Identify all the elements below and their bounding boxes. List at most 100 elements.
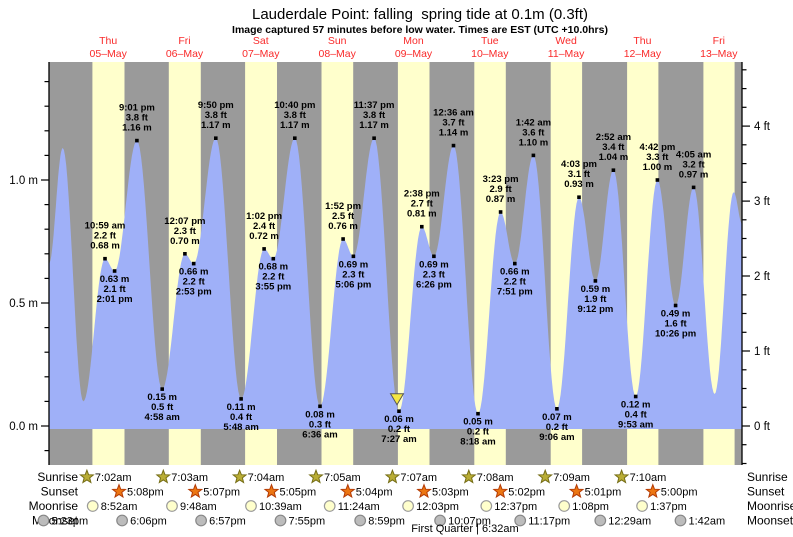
tide-point-dot (633, 394, 638, 399)
tide-label-line: 2.3 ft (174, 226, 197, 237)
chart-title: Lauderdale Point: falling spring tide at… (252, 6, 588, 23)
tide-point: 4:03 pm3.1 ft0.93 m (561, 159, 597, 199)
now-marker-triangle (389, 393, 405, 406)
tide-point: 0.05 m0.2 ft8:18 am (460, 411, 496, 448)
tide-point: 3:23 pm2.9 ft0.87 m (483, 174, 519, 214)
tide-label-line: 0.49 m (661, 309, 691, 320)
moonrise-circle-icon (480, 500, 493, 512)
tide-label-line: 0.12 m (621, 400, 651, 411)
tide-point-dot (135, 138, 139, 143)
sunrise-time: 7:02am (95, 472, 132, 484)
moonrise-time: 1:37pm (650, 501, 687, 513)
tide-label-line: 2.4 ft (253, 221, 276, 232)
tide-label-line: 0.87 m (486, 194, 516, 205)
tide-label-line: 0.68 m (259, 262, 289, 273)
tide-point: 2:38 pm2.7 ft0.81 m (404, 189, 440, 229)
tide-point-dot (341, 237, 345, 241)
tide-label-line: 1.17 m (201, 120, 231, 131)
moonset-circle-icon (514, 514, 527, 527)
right-axis-tick-label: 4 ft (754, 121, 771, 133)
tide-label-line: 3.8 ft (284, 110, 307, 121)
right-axis-tick-label: 3 ft (754, 196, 771, 208)
tide-label-line: 2.5 ft (332, 211, 355, 222)
sunrise-star-icon (384, 468, 401, 484)
moonset-time: 1:42am (689, 516, 726, 528)
astro-row-label-right-moonrise: Moonrise (747, 499, 793, 513)
moonrise-circle-icon (245, 500, 257, 512)
moonrise-time: 1:08pm (572, 501, 609, 513)
right-axis-tick-label: 0 ft (754, 421, 771, 433)
sunrise-time: 7:10am (630, 472, 667, 484)
tide-point-dot (293, 136, 297, 140)
tide-label-line: 5:48 am (223, 422, 258, 433)
tide-point-dot (420, 224, 424, 229)
astro-row-label-left-sunrise: Sunrise (37, 470, 78, 484)
tide-label-line: 2:01 pm (97, 294, 133, 305)
tide-label-line: 3.8 ft (126, 113, 149, 124)
tide-point-dot (577, 195, 581, 199)
tide-point: 0.11 m0.4 ft5:48 am (223, 397, 259, 433)
sunrise-time: 7:05am (324, 472, 361, 484)
tide-point-dot (673, 303, 678, 308)
tide-point-dot (318, 404, 322, 409)
moonset-time: 6:06pm (130, 516, 167, 528)
astro-row-label-right-sunrise: Sunrise (747, 470, 788, 484)
tide-point: 0.66 m2.2 ft2:53 pm (176, 261, 212, 298)
sunset-time: 5:08pm (127, 487, 164, 499)
sunset-star-icon (492, 483, 509, 499)
tide-point-dot (593, 279, 598, 283)
tide-point-dot (432, 254, 436, 259)
moonset-time: 10:07pm (448, 516, 491, 528)
tide-label-line: 1.17 m (280, 120, 310, 131)
right-axis-tick-label: 1 ft (754, 346, 771, 358)
day-of-week-label: Sun (328, 35, 347, 47)
day-of-week-label: Thu (633, 35, 651, 47)
tide-label-line: 2:53 pm (176, 287, 212, 298)
tide-point: 1:42 am3.6 ft1.10 m (516, 117, 551, 158)
tide-point-dot (476, 411, 480, 416)
sunset-time: 5:04pm (356, 487, 393, 499)
tide-label-line: 1.9 ft (584, 294, 607, 305)
tide-label-line: 12:07 pm (164, 216, 205, 227)
tide-point-dot (513, 261, 517, 266)
tide-label-line: 8:18 am (460, 437, 495, 448)
sunrise-star-icon (613, 468, 630, 484)
moonset-circle-icon (116, 514, 128, 527)
tide-point-dot (103, 256, 107, 261)
moonrise-time: 11:24am (338, 501, 380, 513)
moonset-circle-icon (594, 514, 607, 527)
tide-label-line: 0.2 ft (546, 422, 569, 433)
tide-label-line: 0.4 ft (230, 412, 253, 423)
tide-point: 0.59 m1.9 ft9:12 pm (577, 279, 613, 315)
tide-label-line: 0.66 m (179, 267, 209, 278)
tide-point-dot (531, 153, 536, 158)
tide-label-line: 6:26 pm (416, 279, 452, 290)
tide-label-line: 0.68 m (90, 241, 120, 252)
moonrise-circle-icon (402, 500, 415, 512)
tide-point: 0.63 m2.1 ft2:01 pm (97, 269, 133, 305)
moonset-time: 7:55pm (289, 516, 326, 528)
moonset-circle-icon (434, 514, 447, 527)
tide-point: 10:59 am2.2 ft0.68 m (85, 221, 126, 261)
tide-label-line: 3.2 ft (683, 159, 706, 170)
tide-label-line: 0.3 ft (309, 419, 332, 430)
astro-row-label-right-sunset: Sunset (747, 485, 785, 499)
tide-label-line: 9:01 pm (119, 103, 155, 114)
tide-point-dot (655, 178, 660, 182)
moonrise-circle-icon (558, 500, 571, 512)
tide-label-line: 9:06 am (539, 432, 574, 443)
tide-label-line: 3.6 ft (522, 127, 545, 138)
tide-label-line: 2.2 ft (183, 277, 206, 288)
day-date-label: 05–May (90, 48, 128, 60)
tide-label-line: 10:26 pm (655, 329, 696, 340)
moonrise-circle-icon (86, 500, 99, 512)
day-date-label: 06–May (166, 48, 204, 60)
moonset-circle-icon (354, 514, 367, 527)
moonrise-time: 9:48am (180, 501, 217, 513)
sunrise-star-icon (231, 468, 248, 484)
tide-point-dot (397, 409, 401, 413)
tide-label-line: 0.76 m (328, 221, 358, 232)
tide-label-line: 10:59 am (85, 221, 126, 232)
sunset-star-icon (187, 483, 204, 499)
